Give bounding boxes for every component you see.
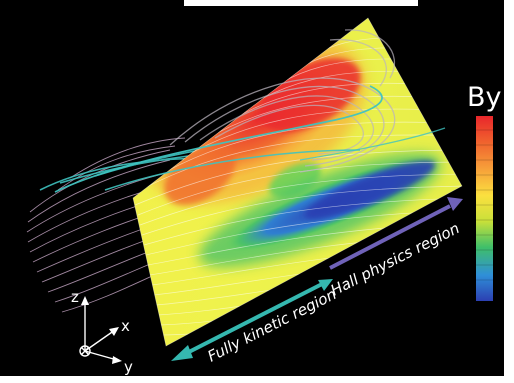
axes-glyph [79,296,122,364]
field-lines-front [54,29,446,193]
simulation-plane [132,17,463,347]
x-axis [84,329,116,352]
origin-circle [79,345,91,357]
colorbar-label: By [467,82,502,113]
colorbar [476,116,493,301]
top-margin [184,0,418,6]
y-axis-label: y [124,358,133,376]
hall-region-arrow [329,197,463,270]
kinetic-region-arrow [171,279,333,361]
z-axis-label: z [71,288,79,306]
colorbar-gradient [476,116,493,301]
x-axis-label: x [121,317,130,335]
